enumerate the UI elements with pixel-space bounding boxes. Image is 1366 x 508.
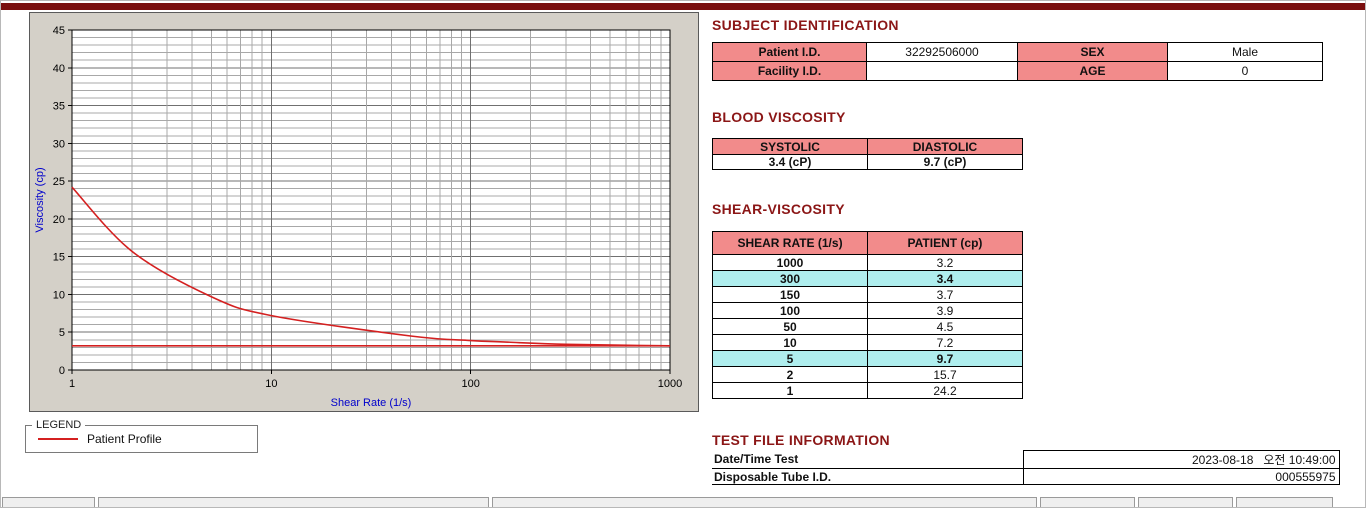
- shear-row: 10 7.2: [712, 334, 1023, 351]
- table-header-row: SYSTOLIC DIASTOLIC: [712, 138, 1023, 155]
- age-label: AGE: [1017, 61, 1168, 81]
- patient-cp-cell: 3.2: [867, 254, 1023, 271]
- sex-value: Male: [1167, 42, 1323, 62]
- shear-row: 5 9.7: [712, 350, 1023, 367]
- subject-identification-title: SUBJECT IDENTIFICATION: [712, 17, 899, 33]
- patient-id-value: 32292506000: [866, 42, 1018, 62]
- shear-rate-cell: 2: [712, 366, 868, 383]
- legend-box: LEGEND Patient Profile: [25, 419, 258, 453]
- facility-id-value: [866, 61, 1018, 81]
- table-row: Facility I.D. AGE 0: [712, 61, 1323, 81]
- date-time-test-value: 2023-08-18 오전 10:49:00: [1022, 450, 1340, 469]
- blood-viscosity-title: BLOOD VISCOSITY: [712, 109, 846, 125]
- patient-cp-cell: 3.4: [867, 270, 1023, 287]
- diastolic-header: DIASTOLIC: [867, 138, 1023, 155]
- patient-cp-cell: 7.2: [867, 334, 1023, 351]
- facility-id-label: Facility I.D.: [712, 61, 867, 81]
- viscosity-chart-panel: 0 5 10 15 20 25 30 35 40 45 1 10 100 1000 Viscosity (c…: [29, 12, 699, 412]
- shear-rate-cell: 50: [712, 318, 868, 335]
- bottom-panel-button[interactable]: [1138, 497, 1233, 507]
- shear-viscosity-table: SHEAR RATE (1/s) PATIENT (cp) 1000 3.2 300…: [712, 231, 1023, 399]
- viscosity-chart: 0 5 10 15 20 25 30 35 40 45 1 10 100 1000 Viscosity (c…: [34, 25, 682, 409]
- title-bar-strip: [1, 3, 1365, 10]
- legend-content: Patient Profile: [26, 426, 257, 452]
- legend-line-sample: [38, 438, 78, 440]
- shear-row: 50 4.5: [712, 318, 1023, 335]
- patient-cp-cell: 15.7: [867, 366, 1023, 383]
- table-row: 3.4 (cP) 9.7 (cP): [712, 154, 1023, 170]
- patient-cp-cell: 4.5: [867, 318, 1023, 335]
- legend-title: LEGEND: [32, 419, 86, 431]
- bottom-panel-button[interactable]: [2, 497, 95, 507]
- disposable-tube-id-value: 000555975: [1022, 468, 1340, 485]
- svg-text:0: 0: [59, 365, 65, 377]
- legend-series-label: Patient Profile: [87, 432, 162, 446]
- shear-table-body: 1000 3.2 300 3.4 150 3.7 100 3.9 50 4.5 10 7.2 5 9.7 2…: [712, 254, 1023, 399]
- patient-id-label: Patient I.D.: [712, 42, 867, 62]
- svg-text:40: 40: [53, 63, 65, 75]
- svg-text:15: 15: [53, 252, 65, 264]
- table-row: Patient I.D. 32292506000 SEX Male: [712, 42, 1323, 62]
- patient-cp-cell: 9.7: [867, 350, 1023, 367]
- blood-viscosity-table: SYSTOLIC DIASTOLIC 3.4 (cP) 9.7 (cP): [712, 138, 1023, 170]
- shear-row: 2 15.7: [712, 366, 1023, 383]
- bottom-panel-button[interactable]: [1040, 497, 1135, 507]
- table-header-row: SHEAR RATE (1/s) PATIENT (cp): [712, 231, 1023, 255]
- svg-text:20: 20: [53, 214, 65, 226]
- shear-rate-cell: 5: [712, 350, 868, 367]
- bottom-panel-button[interactable]: [98, 497, 489, 507]
- diastolic-value: 9.7 (cP): [867, 154, 1023, 170]
- shear-rate-cell: 150: [712, 286, 868, 303]
- patient-cp-cell: 3.9: [867, 302, 1023, 319]
- svg-text:Shear Rate (1/s): Shear Rate (1/s): [331, 397, 412, 409]
- svg-text:Viscosity (cp): Viscosity (cp): [34, 167, 46, 232]
- svg-text:45: 45: [53, 25, 65, 37]
- bottom-panel-button[interactable]: [1236, 497, 1333, 507]
- svg-text:25: 25: [53, 176, 65, 188]
- table-row: Date/Time Test 2023-08-18 오전 10:49:00: [712, 450, 1340, 469]
- svg-text:10: 10: [265, 378, 277, 390]
- shear-row: 100 3.9: [712, 302, 1023, 319]
- shear-rate-cell: 10: [712, 334, 868, 351]
- patient-cp-header: PATIENT (cp): [867, 231, 1023, 255]
- shear-row: 1 24.2: [712, 382, 1023, 399]
- patient-cp-cell: 3.7: [867, 286, 1023, 303]
- shear-rate-header: SHEAR RATE (1/s): [712, 231, 868, 255]
- svg-text:100: 100: [461, 378, 479, 390]
- shear-viscosity-title: SHEAR-VISCOSITY: [712, 201, 845, 217]
- svg-text:10: 10: [53, 289, 65, 301]
- test-file-information-title: TEST FILE INFORMATION: [712, 432, 890, 448]
- shear-row: 1000 3.2: [712, 254, 1023, 271]
- disposable-tube-id-label: Disposable Tube I.D.: [712, 468, 1023, 485]
- shear-row: 300 3.4: [712, 270, 1023, 287]
- shear-rate-cell: 1: [712, 382, 868, 399]
- svg-text:35: 35: [53, 101, 65, 113]
- test-file-information-table: Date/Time Test 2023-08-18 오전 10:49:00 Di…: [712, 450, 1340, 485]
- shear-rate-cell: 300: [712, 270, 868, 287]
- systolic-value: 3.4 (cP): [712, 154, 868, 170]
- shear-rate-cell: 1000: [712, 254, 868, 271]
- sex-label: SEX: [1017, 42, 1168, 62]
- age-value: 0: [1167, 61, 1323, 81]
- svg-text:5: 5: [59, 327, 65, 339]
- svg-text:1000: 1000: [658, 378, 682, 390]
- patient-cp-cell: 24.2: [867, 382, 1023, 399]
- date-time-test-label: Date/Time Test: [712, 450, 1023, 469]
- systolic-header: SYSTOLIC: [712, 138, 868, 155]
- table-row: Disposable Tube I.D. 000555975: [712, 468, 1340, 485]
- svg-text:30: 30: [53, 138, 65, 150]
- shear-rate-cell: 100: [712, 302, 868, 319]
- bottom-panel-button[interactable]: [492, 497, 1037, 507]
- subject-identification-table: Patient I.D. 32292506000 SEX Male Facili…: [712, 42, 1323, 81]
- shear-row: 150 3.7: [712, 286, 1023, 303]
- svg-text:1: 1: [69, 378, 75, 390]
